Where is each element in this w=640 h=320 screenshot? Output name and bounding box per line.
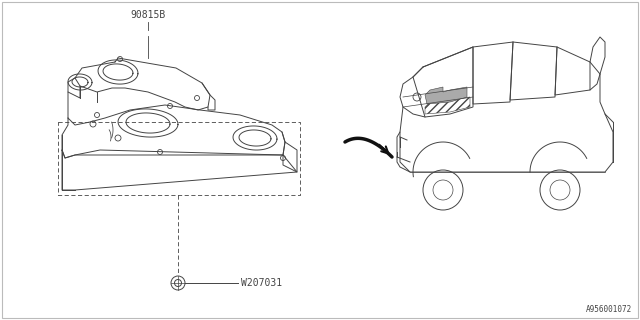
Text: W207031: W207031	[241, 278, 282, 288]
Text: A956001072: A956001072	[586, 305, 632, 314]
Polygon shape	[425, 87, 467, 104]
Text: 90815B: 90815B	[130, 10, 165, 20]
